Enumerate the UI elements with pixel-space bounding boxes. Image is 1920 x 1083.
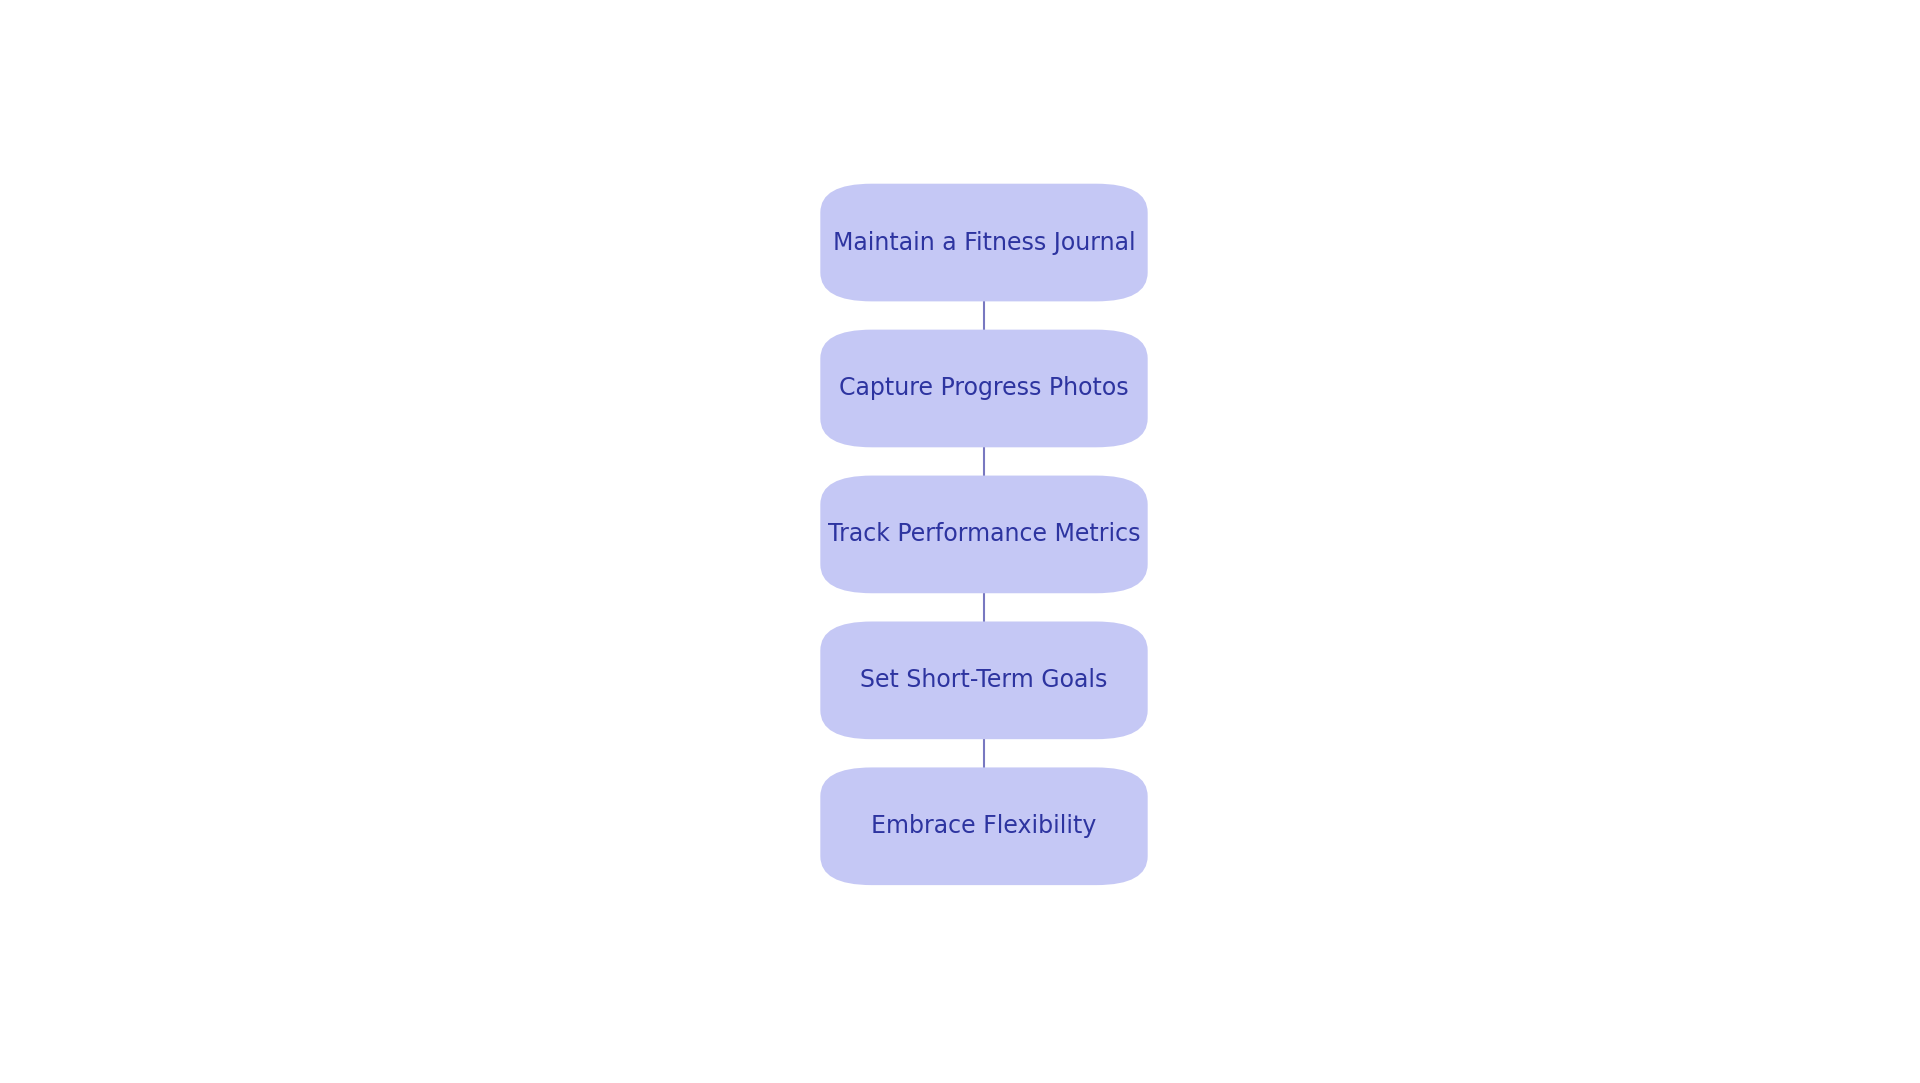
Text: Set Short-Term Goals: Set Short-Term Goals xyxy=(860,668,1108,692)
Text: Maintain a Fitness Journal: Maintain a Fitness Journal xyxy=(833,231,1135,255)
Text: Track Performance Metrics: Track Performance Metrics xyxy=(828,522,1140,547)
Text: Embrace Flexibility: Embrace Flexibility xyxy=(872,814,1096,838)
FancyBboxPatch shape xyxy=(820,475,1148,593)
FancyBboxPatch shape xyxy=(820,329,1148,447)
Text: Capture Progress Photos: Capture Progress Photos xyxy=(839,377,1129,401)
FancyBboxPatch shape xyxy=(820,184,1148,301)
FancyBboxPatch shape xyxy=(820,768,1148,885)
FancyBboxPatch shape xyxy=(820,622,1148,740)
